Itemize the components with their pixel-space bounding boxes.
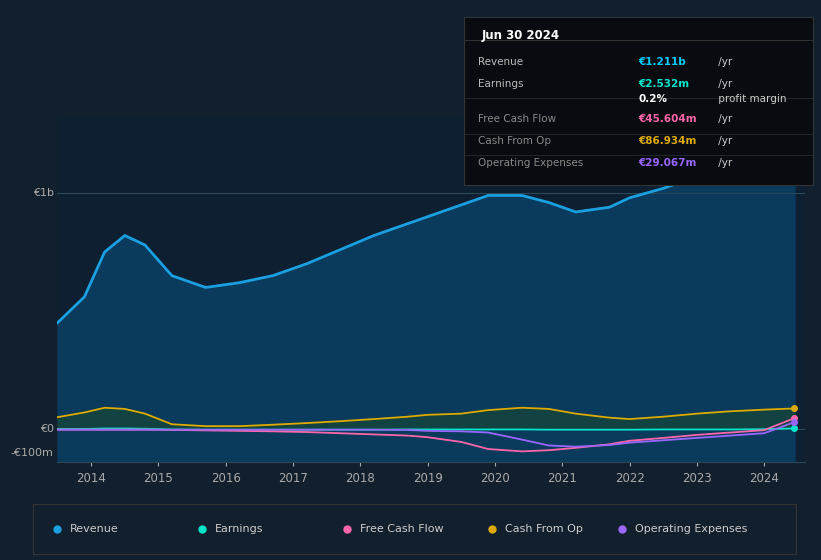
Text: €0: €0 <box>39 424 53 434</box>
Text: €86.934m: €86.934m <box>639 136 697 146</box>
Text: /yr: /yr <box>715 57 732 67</box>
Text: €1.211b: €1.211b <box>639 57 686 67</box>
Text: €2.532m: €2.532m <box>639 79 690 89</box>
Text: 0.2%: 0.2% <box>639 94 667 104</box>
Text: Revenue: Revenue <box>478 57 523 67</box>
Text: profit margin: profit margin <box>715 94 787 104</box>
Text: €29.067m: €29.067m <box>639 158 697 168</box>
Text: Cash From Op: Cash From Op <box>505 524 583 534</box>
Text: Operating Expenses: Operating Expenses <box>478 158 583 168</box>
Text: /yr: /yr <box>715 114 732 124</box>
Text: Free Cash Flow: Free Cash Flow <box>478 114 556 124</box>
Text: -€100m: -€100m <box>11 447 53 458</box>
Text: €45.604m: €45.604m <box>639 114 697 124</box>
Text: /yr: /yr <box>715 79 732 89</box>
Text: Revenue: Revenue <box>70 524 118 534</box>
Text: Free Cash Flow: Free Cash Flow <box>360 524 443 534</box>
Text: /yr: /yr <box>715 136 732 146</box>
Text: Operating Expenses: Operating Expenses <box>635 524 747 534</box>
Text: Earnings: Earnings <box>478 79 523 89</box>
Text: Earnings: Earnings <box>214 524 263 534</box>
Text: /yr: /yr <box>715 158 732 168</box>
Text: Jun 30 2024: Jun 30 2024 <box>481 29 559 41</box>
Text: €1b: €1b <box>33 188 53 198</box>
Text: Cash From Op: Cash From Op <box>478 136 551 146</box>
